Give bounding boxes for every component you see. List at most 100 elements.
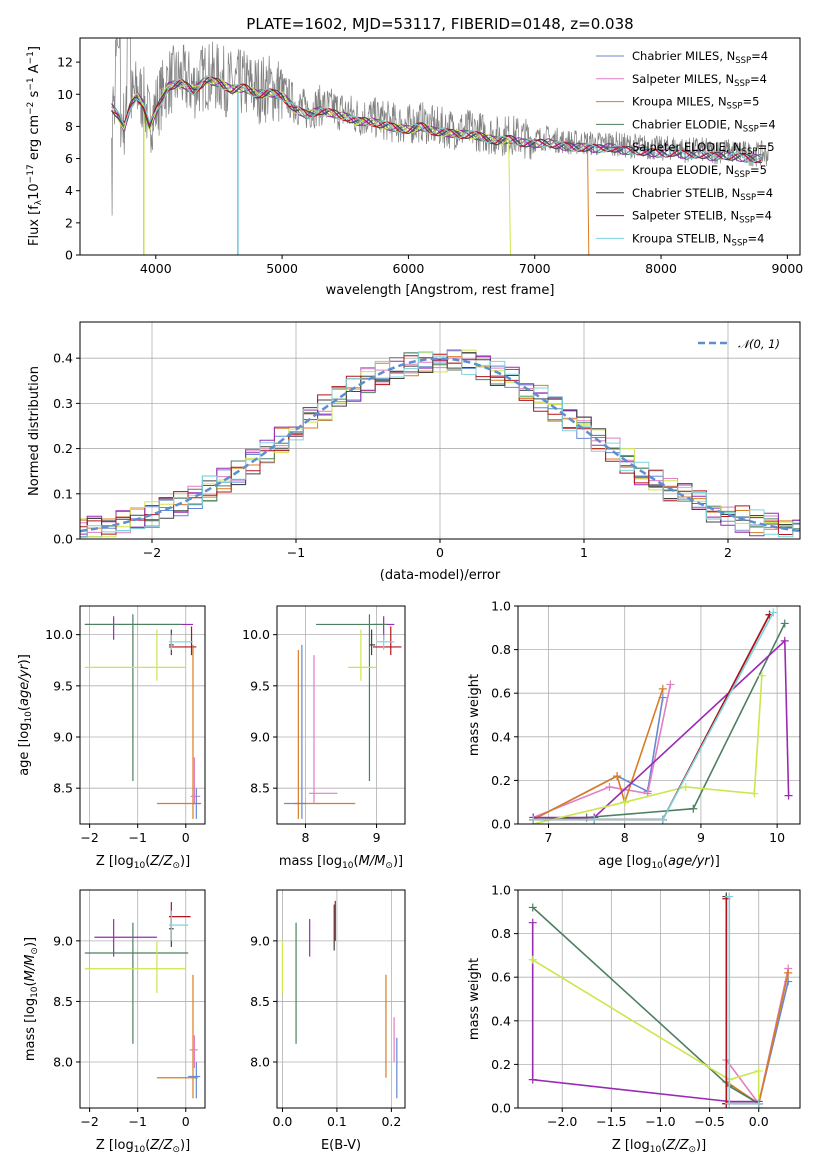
y-tick-label: 9.0 — [53, 730, 73, 745]
figure-title: PLATE=1602, MJD=53117, FIBERID=0148, z=0… — [246, 15, 633, 33]
axes-frame — [517, 605, 801, 825]
x-tick-label: 6000 — [393, 261, 425, 276]
x-tick-label: 4000 — [140, 261, 172, 276]
label-part: A — [27, 64, 42, 77]
label-part: E(B-V) — [321, 1138, 361, 1153]
label-part: ⊙ — [172, 1145, 180, 1155]
x-tick-label: 5000 — [266, 261, 298, 276]
axes-frame — [79, 605, 206, 825]
label-part: M/M — [23, 955, 38, 982]
y-tick-label: 0.2 — [491, 773, 511, 788]
spectrum-y-label: Flux [fλ10−17 erg cm−2 s−1 A−1] — [26, 46, 44, 246]
mass-weight-marker — [590, 815, 599, 824]
plot-area — [528, 892, 793, 1108]
label-part: age/yr — [668, 854, 711, 869]
residual-histogram-series — [80, 355, 800, 534]
x-tick-label: 10 — [769, 830, 785, 845]
plot-area — [80, 349, 800, 538]
y-tick-label: 0.6 — [491, 970, 511, 985]
spectrum-legend: Chabrier MILES, NSSP=4 Salpeter MILES, NS… — [596, 49, 776, 248]
y-tick-label: 8.0 — [250, 1054, 270, 1069]
y-tick-label: 6 — [65, 151, 73, 166]
x-tick-label: −2 — [143, 545, 161, 560]
mass-weight-marker — [528, 918, 537, 927]
label-part: Normed distribution — [27, 366, 42, 496]
x-tick-label: 9 — [373, 830, 381, 845]
y-tick-label: 1.0 — [491, 599, 511, 614]
mass-weight-marker — [780, 636, 789, 645]
mass-weight-marker — [666, 680, 675, 689]
y-tick-label: 4 — [65, 183, 73, 198]
mass-weight-marker — [784, 791, 793, 800]
label-part: mass weight — [467, 674, 482, 756]
label-part: )] — [696, 1138, 706, 1153]
x-tick-label: −1.0 — [645, 1114, 675, 1129]
legend-subscript: SSP — [727, 102, 743, 112]
mass-weight-marker — [605, 782, 614, 791]
residual-legend: 𝒩(0, 1) — [698, 337, 780, 351]
label-part: mass [log — [23, 998, 38, 1061]
mass-weight-line — [532, 959, 760, 1108]
x-tick-label: −1.5 — [596, 1114, 626, 1129]
spectrum-axes: 4000 5000 6000 7000 8000 9000 0 2 4 6 8 10 12 — [57, 37, 803, 276]
y-tick-label: 2 — [65, 215, 73, 230]
legend-subscript: SSP — [734, 79, 750, 89]
label-part: age [log — [17, 723, 32, 776]
plot-area — [281, 900, 398, 1099]
x-tick-label: 0.2 — [381, 1114, 401, 1129]
y-tick-label: 12 — [57, 55, 73, 70]
label-part: )] — [393, 854, 403, 869]
x-tick-label: −2 — [80, 830, 98, 845]
model-spectrum-line — [111, 75, 763, 164]
label-part: 10 — [134, 1145, 146, 1155]
label-part: 10 — [24, 711, 34, 723]
observed-spectrum-line — [111, 38, 769, 216]
legend-subscript: SSP — [734, 170, 750, 180]
legend-count: =5 — [758, 140, 775, 154]
x-tick-label: 8000 — [645, 261, 677, 276]
y-tick-label: 9.5 — [53, 678, 73, 693]
legend-label: Salpeter MILES, NSSP=4 — [632, 72, 767, 89]
y-tick-label: 9.5 — [250, 678, 270, 693]
x-tick-label: −1 — [128, 1114, 146, 1129]
label-part: −17 — [26, 164, 36, 183]
label-part: λ — [34, 199, 44, 205]
legend-label: Salpeter ELODIE, NSSP=5 — [632, 140, 775, 157]
label-part: Z [log — [612, 1138, 650, 1153]
label-part: )] — [23, 937, 38, 947]
residual-histogram-series — [80, 352, 800, 538]
x-tick-label: −2 — [80, 1114, 98, 1129]
label-part: mass [log — [279, 854, 342, 869]
residual-x-label: (data-model)/error — [380, 568, 501, 583]
x-tick-label: 1 — [580, 545, 588, 560]
mass-weight-marker — [754, 1066, 763, 1075]
x-tick-label: 0 — [436, 545, 444, 560]
x-tick-label: −0.5 — [694, 1114, 724, 1129]
model-spectrum-line — [111, 76, 763, 164]
y-tick-label: 0.1 — [53, 486, 73, 501]
legend-label: Chabrier ELODIE, NSSP=4 — [632, 117, 776, 134]
age-vs-mass-axes: 8 9 8.5 9.0 9.5 10.0 — [242, 605, 406, 845]
mass-vs-metallicity-axes: −2 −1 0 8.0 8.5 9.0 — [53, 889, 206, 1129]
age-vs-metallicity-axes: −2 −1 0 8.5 9.0 9.5 10.0 — [45, 605, 206, 845]
legend-count: =4 — [751, 49, 768, 63]
label-part: ⊙ — [688, 1145, 696, 1155]
residual-y-label: Normed distribution — [27, 366, 42, 496]
y-tick-label: 0.2 — [53, 441, 73, 456]
y-tick-label: 9.0 — [53, 933, 73, 948]
legend-label: Kroupa ELODIE, NSSP=5 — [632, 163, 767, 180]
axes-frame — [79, 889, 206, 1109]
legend-count: =5 — [742, 95, 759, 109]
label-part: −1 — [26, 77, 36, 90]
y-tick-label: 0.4 — [53, 351, 73, 366]
label-part: Flux [f — [27, 205, 42, 246]
label-part: ( — [663, 854, 668, 869]
y-tick-label: 0.4 — [491, 729, 511, 744]
label-part: )] — [180, 854, 190, 869]
legend-subscript: SSP — [743, 124, 759, 134]
mass-vs-Z-x-label: Z [log10(Z/Z⊙)] — [96, 1138, 190, 1155]
mass-weight-marker — [528, 903, 537, 912]
mass-weight-marker — [757, 671, 766, 680]
y-tick-label: 0.2 — [491, 1057, 511, 1072]
x-tick-label: −1 — [128, 830, 146, 845]
